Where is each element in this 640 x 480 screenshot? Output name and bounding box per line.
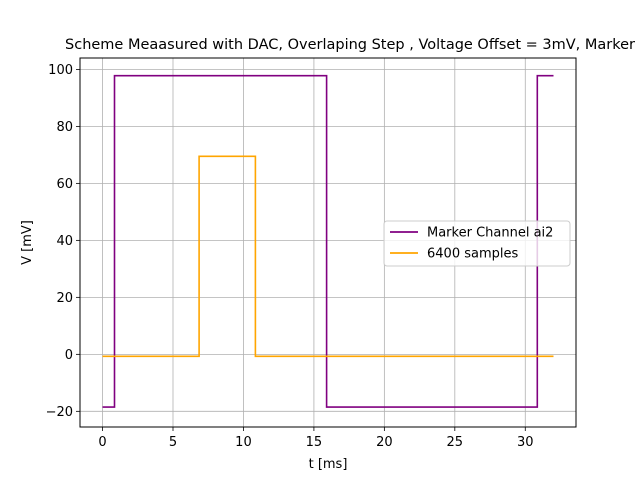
y-axis-label: V [mV] — [20, 220, 35, 265]
plot-frame — [79, 57, 577, 428]
legend-label: Marker Channel ai2 — [427, 226, 553, 241]
y-tick-label: 0 — [65, 348, 73, 363]
series-line — [102, 74, 554, 408]
chart-title: Scheme Meaasured with DAC, Overlaping St… — [65, 37, 635, 53]
x-axis-label: t [ms] — [309, 457, 348, 472]
y-tick-label: 80 — [56, 120, 73, 135]
x-tick-label: 30 — [517, 435, 534, 450]
x-tick-label: 25 — [447, 435, 464, 450]
y-tick-label: 60 — [56, 177, 73, 192]
legend-box — [383, 220, 571, 267]
series-line — [102, 155, 554, 358]
x-tick-label: 5 — [169, 435, 177, 450]
x-tick-label: 0 — [98, 435, 106, 450]
legend: Marker Channel ai2 6400 samples — [383, 220, 571, 267]
y-tick-label: 100 — [48, 63, 73, 78]
y-tick-label: 40 — [56, 234, 73, 249]
legend-label: 6400 samples — [427, 247, 518, 262]
series-layer — [102, 74, 554, 408]
x-tick-label: 20 — [376, 435, 393, 450]
y-tick-label: −20 — [46, 405, 73, 420]
y-tick-label: 20 — [56, 291, 73, 306]
ticks: 0 5 10 15 20 25 30 −20 0 20 40 60 80 100 — [46, 63, 534, 450]
x-tick-label: 10 — [235, 435, 252, 450]
x-tick-label: 15 — [306, 435, 323, 450]
